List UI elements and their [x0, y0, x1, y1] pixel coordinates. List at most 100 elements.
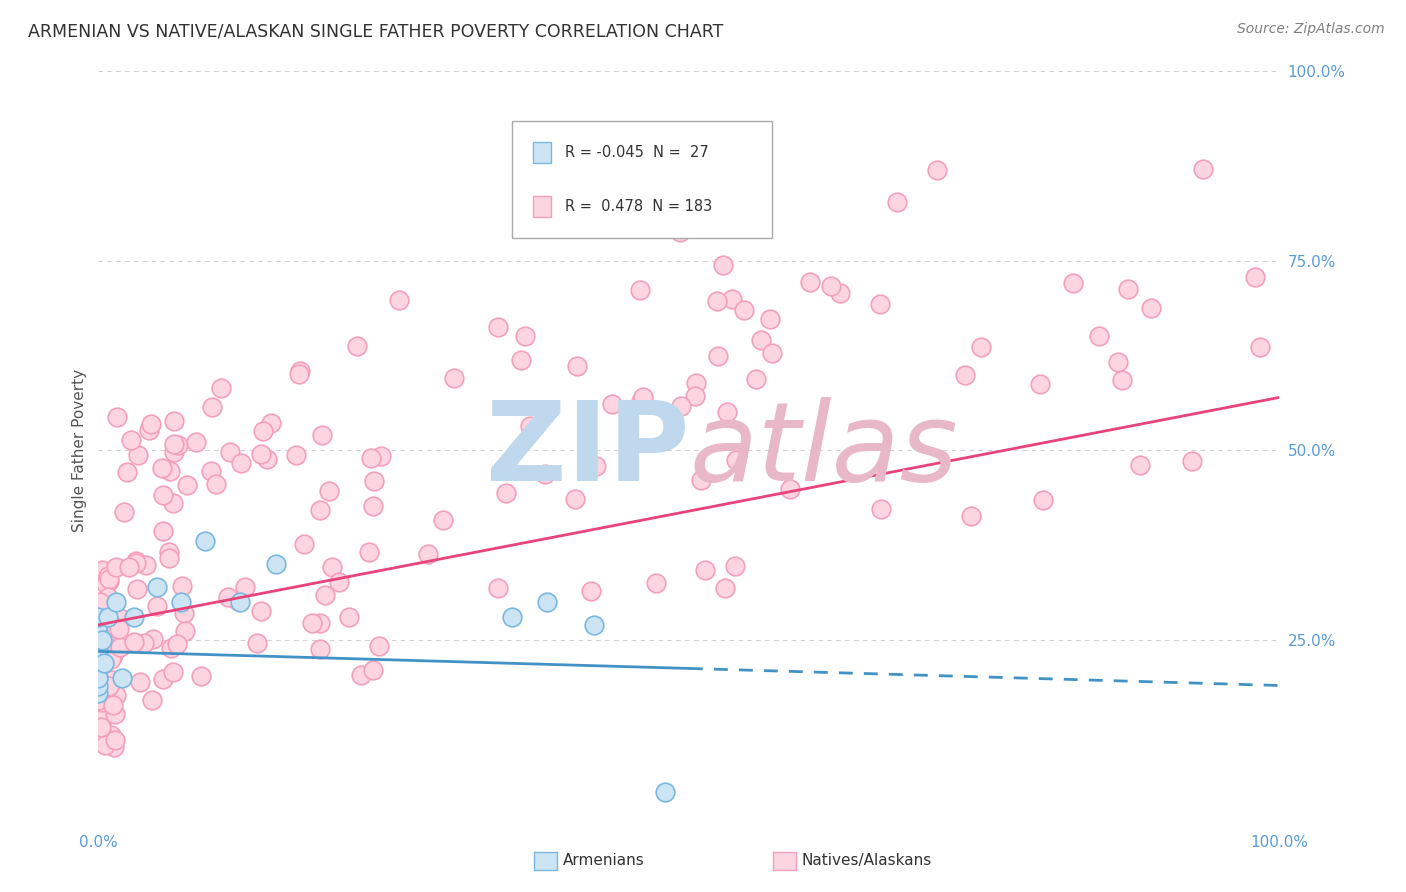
Point	[111, 671, 134, 685]
FancyBboxPatch shape	[533, 195, 551, 217]
Point	[89, 693, 111, 707]
Point	[90, 730, 112, 744]
Point	[246, 636, 269, 650]
Point	[94, 593, 117, 607]
Point	[101, 698, 124, 712]
Point	[579, 583, 602, 598]
Text: R =  0.478  N = 183: R = 0.478 N = 183	[565, 199, 713, 214]
Point	[134, 636, 156, 650]
Point	[174, 624, 197, 639]
Point	[101, 673, 124, 687]
Point	[166, 637, 188, 651]
Point	[536, 595, 558, 609]
Point	[90, 712, 112, 726]
Point	[707, 349, 730, 363]
Point	[308, 642, 330, 657]
Point	[367, 639, 389, 653]
Point	[98, 617, 121, 632]
Point	[150, 460, 173, 475]
Point	[87, 640, 110, 655]
Point	[103, 740, 125, 755]
Text: ZIP: ZIP	[485, 397, 689, 504]
Point	[157, 545, 180, 559]
Point	[94, 577, 117, 591]
Point	[163, 444, 186, 458]
Point	[87, 664, 110, 678]
Point	[654, 785, 676, 799]
Point	[87, 678, 110, 692]
Point	[100, 728, 122, 742]
Point	[93, 709, 115, 723]
Point	[176, 478, 198, 492]
Point	[93, 656, 115, 670]
Point	[204, 477, 226, 491]
FancyBboxPatch shape	[512, 120, 772, 238]
Point	[870, 502, 893, 516]
Point	[231, 456, 253, 470]
Point	[159, 464, 181, 478]
Text: ARMENIAN VS NATIVE/ALASKAN SINGLE FATHER POVERTY CORRELATION CHART: ARMENIAN VS NATIVE/ALASKAN SINGLE FATHER…	[28, 22, 724, 40]
Point	[301, 615, 323, 630]
Point	[157, 551, 180, 566]
Point	[284, 449, 307, 463]
Point	[370, 450, 392, 464]
Point	[1088, 328, 1111, 343]
Point	[349, 667, 371, 681]
Point	[960, 509, 983, 524]
Point	[173, 607, 195, 621]
Point	[1029, 377, 1052, 392]
Point	[96, 685, 118, 699]
Point	[779, 482, 801, 496]
Point	[209, 381, 232, 395]
Point	[1062, 276, 1084, 290]
Point	[125, 557, 148, 571]
Point	[100, 698, 122, 712]
Point	[886, 194, 908, 209]
Point	[127, 448, 149, 462]
Point	[104, 559, 127, 574]
Text: Armenians: Armenians	[562, 854, 644, 868]
Point	[97, 610, 120, 624]
Point	[166, 438, 188, 452]
Point	[339, 610, 361, 624]
Point	[152, 673, 174, 687]
Point	[163, 414, 186, 428]
Point	[416, 547, 439, 561]
Point	[108, 623, 131, 637]
Point	[583, 617, 606, 632]
Point	[1191, 162, 1213, 177]
Point	[357, 545, 380, 559]
Point	[87, 656, 110, 670]
Point	[138, 423, 160, 437]
Point	[693, 563, 716, 577]
Text: R = -0.045  N =  27: R = -0.045 N = 27	[565, 145, 709, 160]
Point	[194, 534, 217, 549]
Point	[830, 285, 852, 300]
Point	[519, 418, 541, 433]
Point	[98, 572, 121, 586]
Point	[127, 582, 149, 597]
Point	[91, 643, 114, 657]
Point	[105, 409, 128, 424]
Point	[170, 579, 193, 593]
Point	[142, 632, 165, 647]
Point	[90, 563, 112, 577]
Point	[94, 738, 117, 752]
Point	[955, 368, 977, 383]
Point	[115, 465, 138, 479]
Point	[87, 671, 110, 685]
Point	[869, 297, 891, 311]
Point	[97, 568, 120, 582]
Point	[152, 524, 174, 538]
Point	[186, 434, 208, 449]
Point	[170, 595, 193, 609]
Point	[292, 537, 315, 551]
Point	[118, 560, 141, 574]
Point	[486, 319, 509, 334]
Point	[645, 575, 668, 590]
Point	[534, 467, 557, 481]
Point	[761, 345, 783, 359]
Point	[628, 283, 651, 297]
Point	[669, 400, 692, 414]
Point	[101, 648, 124, 662]
